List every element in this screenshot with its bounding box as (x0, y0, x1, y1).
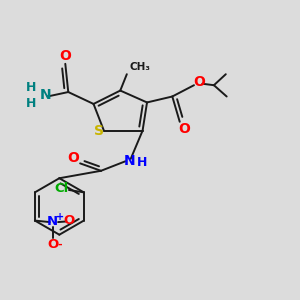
Text: N: N (40, 88, 52, 102)
Text: O: O (194, 75, 205, 89)
Text: -: - (57, 239, 61, 249)
Text: +: + (56, 212, 64, 222)
Text: O: O (63, 214, 75, 227)
Text: O: O (178, 122, 190, 136)
Text: Cl: Cl (54, 182, 69, 195)
Text: O: O (47, 238, 58, 251)
Text: N: N (47, 215, 58, 228)
Text: S: S (94, 124, 103, 138)
Text: H: H (26, 81, 36, 94)
Text: H: H (137, 156, 147, 169)
Text: O: O (59, 50, 71, 63)
Text: H: H (26, 98, 36, 110)
Text: N: N (123, 154, 135, 168)
Text: O: O (68, 151, 80, 165)
Text: CH₃: CH₃ (129, 62, 150, 72)
